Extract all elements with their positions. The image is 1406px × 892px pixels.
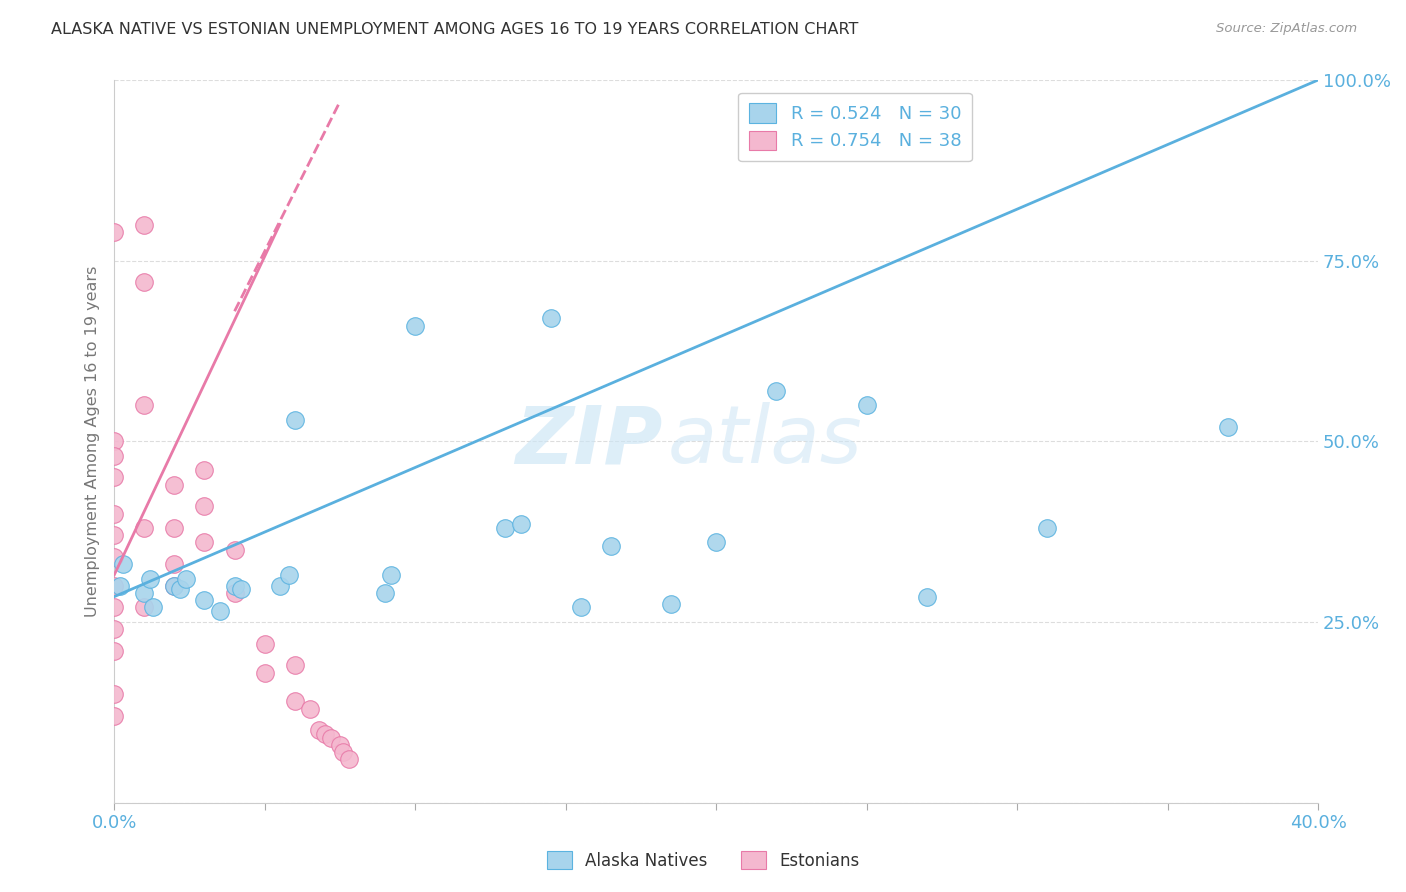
Point [284, 658, 307, 673]
Point [509, 517, 531, 532]
Point [229, 582, 252, 597]
Point [329, 738, 352, 752]
Point [495, 521, 517, 535]
Point [103, 470, 125, 484]
Point [103, 644, 125, 658]
Text: ALASKA NATIVE VS ESTONIAN UNEMPLOYMENT AMONG AGES 16 TO 19 YEARS CORRELATION CHA: ALASKA NATIVE VS ESTONIAN UNEMPLOYMENT A… [51, 22, 858, 37]
Point [298, 701, 321, 715]
Text: ZIP: ZIP [515, 402, 662, 480]
Legend: Alaska Natives, Estonians: Alaska Natives, Estonians [540, 845, 866, 877]
Point [284, 694, 307, 708]
Point [193, 463, 215, 477]
Point [224, 579, 246, 593]
Point [1036, 521, 1059, 535]
Point [103, 687, 125, 701]
Point [134, 218, 156, 232]
Point [134, 275, 156, 289]
Point [337, 752, 360, 766]
Point [284, 412, 307, 426]
Point [103, 579, 125, 593]
Point [380, 568, 402, 582]
Point [308, 723, 330, 738]
Point [599, 539, 621, 553]
Text: atlas: atlas [668, 402, 863, 480]
Point [169, 582, 191, 597]
Point [108, 579, 131, 593]
Point [103, 507, 125, 521]
Point [103, 709, 125, 723]
Point [253, 637, 276, 651]
Point [332, 745, 354, 759]
Point [374, 586, 396, 600]
Point [103, 622, 125, 636]
Point [704, 535, 727, 549]
Point [163, 579, 186, 593]
Point [134, 398, 156, 412]
Point [765, 384, 787, 398]
Point [163, 521, 186, 535]
Point [569, 600, 592, 615]
Point [103, 434, 125, 449]
Point [269, 579, 291, 593]
Point [103, 449, 125, 463]
Point [253, 665, 276, 680]
Point [139, 572, 162, 586]
Point [855, 398, 877, 412]
Point [163, 579, 186, 593]
Point [314, 727, 336, 741]
Point [277, 568, 299, 582]
Point [103, 549, 125, 564]
Point [915, 590, 938, 604]
Text: Source: ZipAtlas.com: Source: ZipAtlas.com [1216, 22, 1357, 36]
Point [224, 586, 246, 600]
Point [134, 521, 156, 535]
Point [176, 572, 198, 586]
Point [103, 600, 125, 615]
Point [193, 593, 215, 607]
Legend: R = 0.524   N = 30, R = 0.754   N = 38: R = 0.524 N = 30, R = 0.754 N = 38 [738, 93, 972, 161]
Point [142, 600, 165, 615]
Point [193, 535, 215, 549]
Point [103, 528, 125, 542]
Point [112, 557, 135, 571]
Point [224, 542, 246, 557]
Y-axis label: Unemployment Among Ages 16 to 19 years: Unemployment Among Ages 16 to 19 years [86, 266, 100, 617]
Point [540, 311, 562, 326]
Point [134, 586, 156, 600]
Point [208, 604, 231, 618]
Point [163, 477, 186, 491]
Point [404, 318, 426, 333]
Point [659, 597, 682, 611]
Point [103, 225, 125, 239]
Point [193, 500, 215, 514]
Point [319, 731, 342, 745]
Point [163, 557, 186, 571]
Point [134, 600, 156, 615]
Point [1216, 420, 1239, 434]
